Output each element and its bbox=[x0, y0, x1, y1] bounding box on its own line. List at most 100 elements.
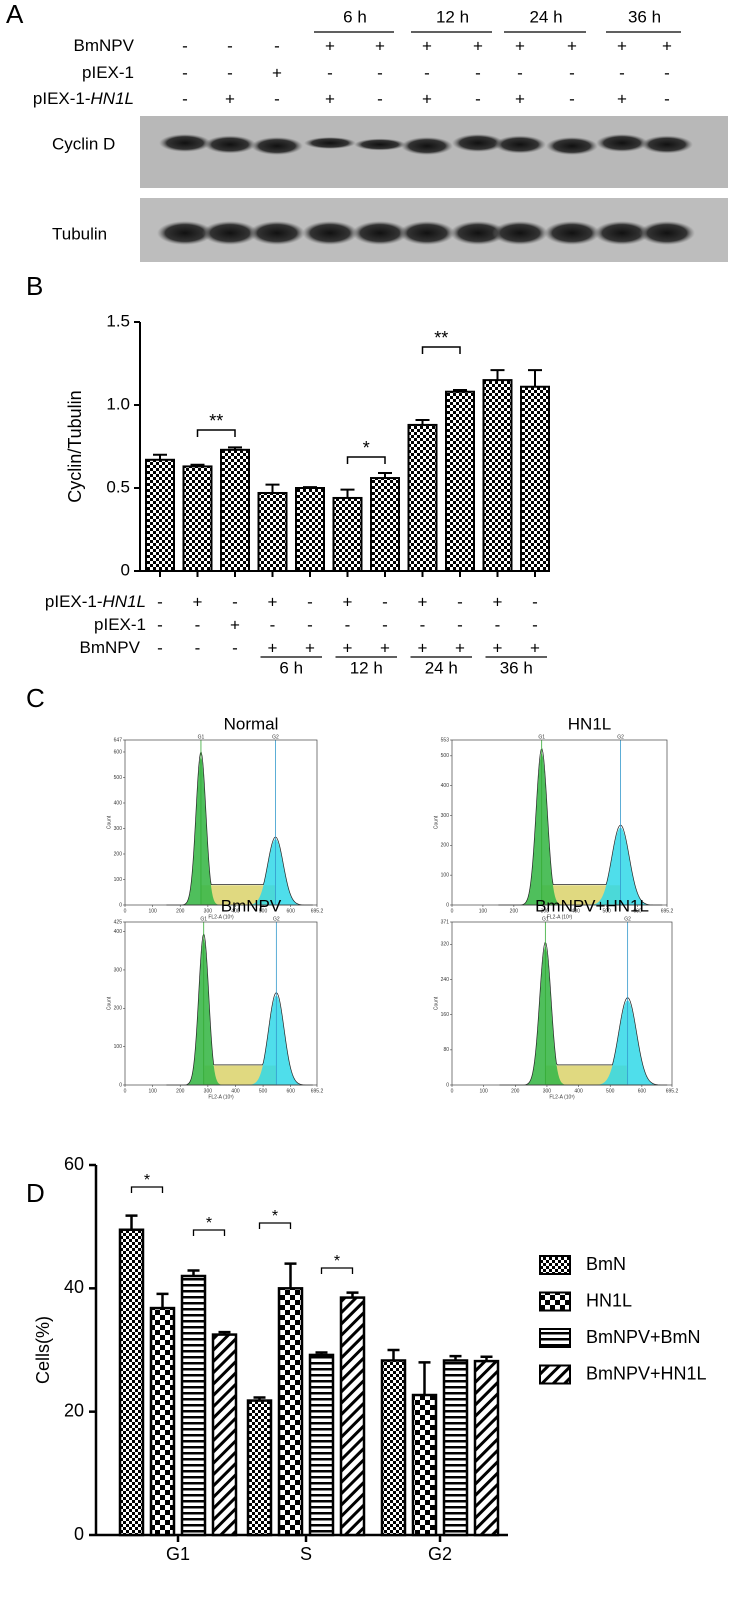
bar bbox=[211, 1333, 238, 1537]
histogram-outline bbox=[166, 751, 313, 906]
row-label-part: pIEX-1- bbox=[45, 592, 103, 611]
sign: + bbox=[567, 36, 577, 55]
x-tick-label: 600 bbox=[287, 908, 296, 914]
x-tick-label: 0 bbox=[451, 908, 454, 914]
sign: + bbox=[193, 592, 203, 611]
error-bar bbox=[480, 1355, 493, 1362]
histogram-g1 bbox=[499, 946, 668, 1085]
bracket bbox=[421, 346, 461, 354]
row-label: pIEX-1-HN1L bbox=[45, 592, 146, 611]
gate-label: G1 bbox=[538, 734, 545, 740]
x-tick-label: 600 bbox=[633, 908, 642, 914]
histogram-outline bbox=[166, 932, 313, 1086]
row-label-part: pIEX-1 bbox=[94, 615, 146, 634]
time-label: 24 h bbox=[425, 658, 458, 677]
sign: - bbox=[182, 63, 188, 82]
y-axis-label: Cyclin/Tubulin bbox=[65, 390, 85, 502]
y-tick-label: 100 bbox=[114, 877, 123, 883]
legend-label: BmN bbox=[586, 1254, 626, 1274]
bar bbox=[445, 390, 475, 572]
sign: - bbox=[424, 63, 430, 82]
bracket bbox=[320, 1267, 354, 1274]
row-label-part: HN1L bbox=[91, 89, 134, 108]
gate-label: G1 bbox=[198, 734, 205, 740]
x-tick-label: 200 bbox=[176, 1088, 185, 1094]
plot-frame bbox=[451, 921, 673, 1086]
plot-title: BmNPV+HN1L bbox=[535, 896, 649, 915]
y-tick-label: 0 bbox=[74, 1524, 84, 1544]
blot-label: Tubulin bbox=[52, 224, 107, 243]
panel-label: C bbox=[26, 683, 45, 713]
y-tick-label: 20 bbox=[64, 1400, 84, 1420]
bracket bbox=[192, 1229, 226, 1236]
sign: - bbox=[327, 63, 333, 82]
legend-label: BmNPV+HN1L bbox=[586, 1363, 707, 1383]
sign: - bbox=[227, 36, 233, 55]
sign: + bbox=[380, 638, 390, 657]
sign: - bbox=[532, 592, 538, 611]
x-axis-label: FL2-A (10³) bbox=[208, 914, 234, 920]
error-bar bbox=[340, 488, 355, 498]
band bbox=[302, 221, 358, 245]
sign: - bbox=[377, 63, 383, 82]
sign: - bbox=[182, 89, 188, 108]
sign: + bbox=[325, 36, 335, 55]
histogram-g1 bbox=[166, 756, 313, 905]
bar bbox=[482, 379, 513, 572]
x-tick-label: 400 bbox=[231, 908, 240, 914]
legend-swatch bbox=[539, 1364, 571, 1385]
bar bbox=[145, 458, 175, 572]
sign: - bbox=[382, 592, 388, 611]
error-bar bbox=[378, 472, 392, 479]
row-label: BmNPV bbox=[74, 36, 135, 55]
sign: - bbox=[569, 89, 575, 108]
sign: + bbox=[418, 638, 428, 657]
sign: + bbox=[515, 36, 525, 55]
error-bar bbox=[265, 483, 280, 493]
gate-label: G1 bbox=[542, 916, 549, 922]
x-tick-label: 100 bbox=[479, 1088, 488, 1094]
error-bar bbox=[156, 1292, 169, 1309]
sign: - bbox=[569, 63, 575, 82]
sign: + bbox=[325, 89, 335, 108]
sign: - bbox=[195, 638, 201, 657]
x-tick-label: 300 bbox=[541, 908, 550, 914]
row-label: BmNPV bbox=[80, 638, 141, 657]
sign: - bbox=[532, 615, 538, 634]
bar bbox=[411, 1393, 438, 1537]
error-bar bbox=[453, 389, 467, 392]
error-bar bbox=[387, 1348, 400, 1361]
error-bar bbox=[253, 1396, 266, 1401]
band bbox=[251, 137, 303, 155]
y-tick-label: 400 bbox=[114, 800, 123, 806]
plot-frame bbox=[124, 921, 318, 1086]
x-tick-label: 200 bbox=[511, 1088, 520, 1094]
x-tick-label: 500 bbox=[259, 908, 268, 914]
significance: ** bbox=[434, 328, 448, 348]
significance: * bbox=[206, 1215, 212, 1232]
y-tick-label: 0.5 bbox=[106, 477, 130, 496]
y-tick-label: 647 bbox=[114, 737, 123, 743]
y-axis-label: Count bbox=[433, 996, 439, 1010]
blot-label: Cyclin D bbox=[52, 134, 115, 153]
bar bbox=[149, 1306, 176, 1537]
y-tick-label: 1.0 bbox=[106, 394, 130, 413]
panel-label: B bbox=[26, 271, 43, 301]
sign: + bbox=[455, 638, 465, 657]
band bbox=[492, 221, 548, 245]
bracket bbox=[258, 1222, 292, 1229]
row-label-part: BmNPV bbox=[80, 638, 141, 657]
band bbox=[596, 134, 648, 152]
x-tick-label: 100 bbox=[148, 1088, 157, 1094]
histogram-s-phase bbox=[498, 885, 663, 905]
error-bar bbox=[218, 1330, 231, 1335]
time-label: 36 h bbox=[628, 7, 661, 26]
row-label: pIEX-1 bbox=[94, 615, 146, 634]
bar bbox=[332, 496, 363, 572]
error-bar bbox=[415, 418, 430, 425]
y-tick-label: 60 bbox=[64, 1154, 84, 1174]
y-tick-label: 320 bbox=[441, 942, 450, 948]
sign: - bbox=[307, 615, 313, 634]
significance: ** bbox=[209, 411, 223, 431]
